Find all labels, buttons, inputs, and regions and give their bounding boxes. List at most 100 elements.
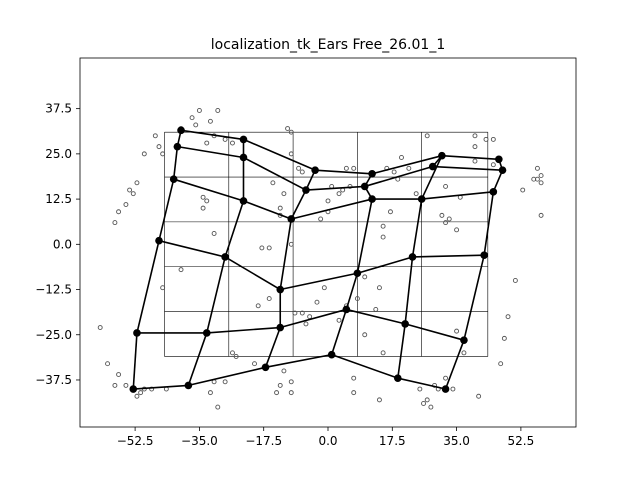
mesh-node [353, 269, 362, 278]
scatter-point [222, 379, 228, 385]
mesh-edge [243, 138, 316, 171]
mesh-node [311, 166, 319, 174]
scatter-point [303, 321, 309, 327]
mesh-nodes [129, 126, 507, 393]
mesh-edge [243, 200, 292, 220]
scatter-point [97, 325, 103, 330]
scatter-point [362, 274, 368, 280]
scatter-point [116, 209, 122, 215]
scatter-point [417, 386, 423, 392]
scatter-point [498, 361, 504, 367]
scatter-point [512, 278, 518, 283]
mesh-edge [492, 169, 504, 193]
x-tick-label: −17.5 [245, 434, 282, 448]
mesh-edge [133, 384, 189, 390]
scatter-point [321, 285, 327, 291]
scatter-point [318, 216, 324, 222]
mesh-node [441, 385, 450, 393]
mesh-edge [291, 198, 373, 220]
scatter-point [207, 118, 213, 124]
scatter-point [343, 165, 349, 171]
scatter-point [380, 350, 386, 356]
y-tick-label: 25.0 [45, 147, 72, 161]
scatter-point [160, 285, 166, 291]
scatter-point [230, 350, 235, 356]
mesh-edge [357, 256, 413, 275]
mesh-edge [172, 146, 179, 180]
scatter-point [351, 390, 357, 396]
scatter-point [288, 379, 294, 385]
mesh-edge [290, 189, 307, 220]
mesh-node [177, 126, 185, 135]
mesh-node [428, 162, 437, 171]
chart-title: localization_tk_Ears Free_26.01_1 [211, 37, 445, 53]
scatter-point [222, 136, 228, 142]
scatter-point [501, 335, 507, 341]
scatter-point [178, 267, 184, 273]
mesh-node [239, 197, 248, 205]
scatter-point [362, 332, 368, 338]
scatter-point [281, 191, 287, 197]
mesh-node [184, 381, 193, 390]
mesh-node [173, 142, 182, 151]
mesh-edge [420, 155, 443, 200]
scatter-point [207, 390, 213, 396]
mesh-node [342, 305, 351, 314]
scatter-point [314, 299, 320, 305]
scatter-point [200, 194, 206, 200]
y-axis: −37.5 −25.0 −12.5 0.0 12.5 25.0 37.5 [35, 102, 80, 387]
mesh-edge [404, 256, 414, 324]
mesh-edge [132, 332, 138, 390]
mesh-edge [404, 323, 465, 341]
mesh-node [202, 329, 211, 337]
scatter-point [156, 144, 162, 150]
y-tick-label: −25.0 [35, 328, 72, 342]
mesh-node [261, 363, 270, 372]
y-tick-label: 37.5 [45, 102, 72, 116]
scatter-point [141, 151, 147, 157]
y-tick-label: 12.5 [45, 192, 72, 206]
scatter-point [472, 158, 478, 164]
scatter-point [336, 191, 342, 197]
scatter-point [454, 227, 460, 233]
mesh-edge [279, 218, 293, 290]
mesh-node [239, 135, 248, 144]
mesh-edge [371, 154, 443, 175]
mesh-edge [224, 256, 281, 291]
mesh-edge [346, 308, 406, 325]
scatter-point [531, 176, 537, 182]
mesh-edge [158, 239, 226, 258]
mesh-node [394, 374, 402, 382]
scatter-point [391, 169, 397, 175]
mesh-node [327, 350, 336, 359]
mesh-edge [444, 339, 465, 390]
scatter-point [196, 108, 202, 113]
scatter-point [134, 393, 140, 399]
x-tick-label: 17.5 [379, 434, 406, 448]
plot-frame [79, 57, 577, 428]
mesh-edge [224, 200, 245, 258]
scatter-point [325, 198, 331, 204]
mesh-edge [421, 191, 494, 200]
scatter-point [505, 314, 511, 320]
mesh-edge [397, 377, 446, 390]
scatter-point [200, 205, 206, 211]
mesh-edge [305, 185, 365, 191]
scatter-point [450, 386, 456, 392]
scatter-point [299, 310, 305, 316]
scatter-point [116, 372, 122, 377]
scatter-point [413, 191, 419, 197]
scatter-point [490, 136, 496, 142]
scatter-point [277, 205, 283, 211]
mesh-node [129, 385, 138, 393]
scatter-point [281, 368, 287, 374]
scatter-point [380, 223, 386, 229]
mesh-edge [330, 309, 348, 355]
x-tick-label: −35.0 [181, 434, 218, 448]
scatter-point [461, 350, 467, 356]
scatter-point [388, 209, 393, 215]
mesh-node [302, 186, 310, 194]
scatter-point [351, 165, 357, 171]
scatter-point [204, 140, 210, 146]
scatter-point [252, 361, 257, 367]
